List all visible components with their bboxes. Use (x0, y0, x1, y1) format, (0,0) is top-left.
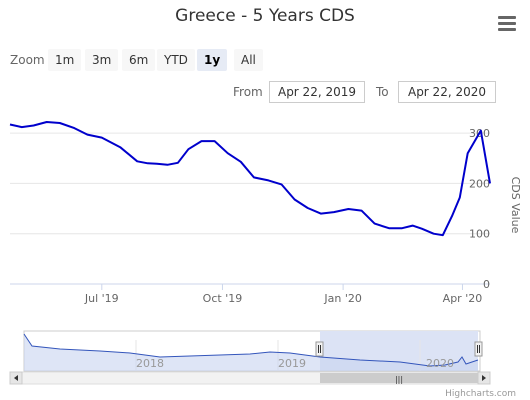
data-point[interactable] (164, 162, 170, 168)
scrollbar[interactable]: ||| (9, 371, 491, 385)
data-point[interactable] (251, 174, 257, 180)
credits-link[interactable]: Highcharts.com (445, 389, 516, 399)
data-point[interactable] (238, 159, 244, 165)
scroll-right-arrow-icon (482, 375, 486, 381)
data-point[interactable] (7, 122, 13, 128)
x-axis: Jul '19 Oct '19 Jan '20 Apr '20 (84, 284, 482, 305)
data-point[interactable] (265, 177, 271, 183)
x-tick-label: Apr '20 (443, 292, 483, 305)
range-to-input[interactable]: Apr 22, 2020 (398, 81, 496, 103)
data-point[interactable] (99, 135, 105, 141)
y-axis-label: CDS Value (509, 177, 522, 234)
data-point[interactable] (198, 138, 204, 144)
data-point[interactable] (84, 132, 90, 138)
data-point[interactable] (487, 180, 493, 186)
range-from-input[interactable]: Apr 22, 2019 (269, 81, 365, 103)
data-point[interactable] (44, 119, 50, 125)
range-to-label: To (376, 85, 389, 99)
navigator-left-handle[interactable] (315, 341, 324, 357)
data-point[interactable] (372, 221, 378, 227)
data-point[interactable] (175, 160, 181, 166)
scrollbar-thumb[interactable] (320, 373, 478, 383)
data-point[interactable] (457, 194, 463, 200)
x-tick-label: Oct '19 (203, 292, 243, 305)
data-point[interactable] (345, 206, 351, 212)
cds-series-points (7, 119, 493, 238)
menu-icon[interactable] (498, 16, 516, 32)
zoom-6m-button[interactable]: 6m (122, 49, 156, 71)
zoom-1m-button[interactable]: 1m (48, 49, 82, 71)
y-tick-label: 200 (469, 177, 490, 190)
zoom-ytd-button[interactable]: YTD (157, 49, 195, 71)
y-tick-label: 0 (483, 278, 490, 291)
x-tick-label: Jul '19 (84, 292, 119, 305)
zoom-all-button[interactable]: All (234, 49, 263, 71)
data-point[interactable] (318, 211, 324, 217)
data-point[interactable] (410, 223, 416, 229)
y-tick-label: 100 (469, 228, 490, 241)
x-tick-label: Jan '20 (323, 292, 361, 305)
data-point[interactable] (419, 226, 425, 232)
navigator-label-2020: 2020 (426, 357, 454, 370)
data-point[interactable] (449, 213, 455, 219)
chart-title: Greece - 5 Years CDS (175, 6, 355, 26)
data-point[interactable] (225, 150, 231, 156)
navigator[interactable]: 2018 2019 2020 (23, 330, 483, 372)
data-point[interactable] (465, 150, 471, 156)
data-point[interactable] (431, 231, 437, 237)
data-point[interactable] (31, 123, 37, 129)
data-point[interactable] (399, 225, 405, 231)
navigator-area (24, 334, 478, 371)
data-point[interactable] (305, 205, 311, 211)
data-point[interactable] (71, 125, 77, 131)
data-point[interactable] (278, 181, 284, 187)
navigator-series-line (23, 333, 479, 367)
data-point[interactable] (331, 209, 337, 215)
scrollbar-grip-icon: ||| (395, 375, 403, 384)
data-point[interactable] (478, 128, 484, 134)
data-point[interactable] (292, 196, 298, 202)
range-from-label: From (233, 85, 263, 99)
data-point[interactable] (134, 158, 140, 164)
data-point[interactable] (19, 124, 25, 130)
data-point[interactable] (440, 232, 446, 238)
data-point[interactable] (117, 144, 123, 150)
data-point[interactable] (358, 208, 364, 214)
navigator-right-handle[interactable] (474, 341, 483, 357)
data-point[interactable] (212, 138, 218, 144)
data-point[interactable] (386, 225, 392, 231)
zoom-label: Zoom (10, 53, 45, 67)
data-point[interactable] (154, 161, 160, 167)
navigator-label-2018: 2018 (136, 357, 164, 370)
data-point[interactable] (145, 160, 151, 166)
data-point[interactable] (185, 146, 191, 152)
zoom-1y-button[interactable]: 1y (197, 49, 228, 71)
scroll-left-arrow-icon (14, 375, 18, 381)
plot-gridlines (10, 132, 490, 235)
cds-series-line (9, 121, 491, 237)
zoom-3m-button[interactable]: 3m (85, 49, 119, 71)
navigator-label-2019: 2019 (278, 357, 306, 370)
data-point[interactable] (57, 120, 63, 126)
